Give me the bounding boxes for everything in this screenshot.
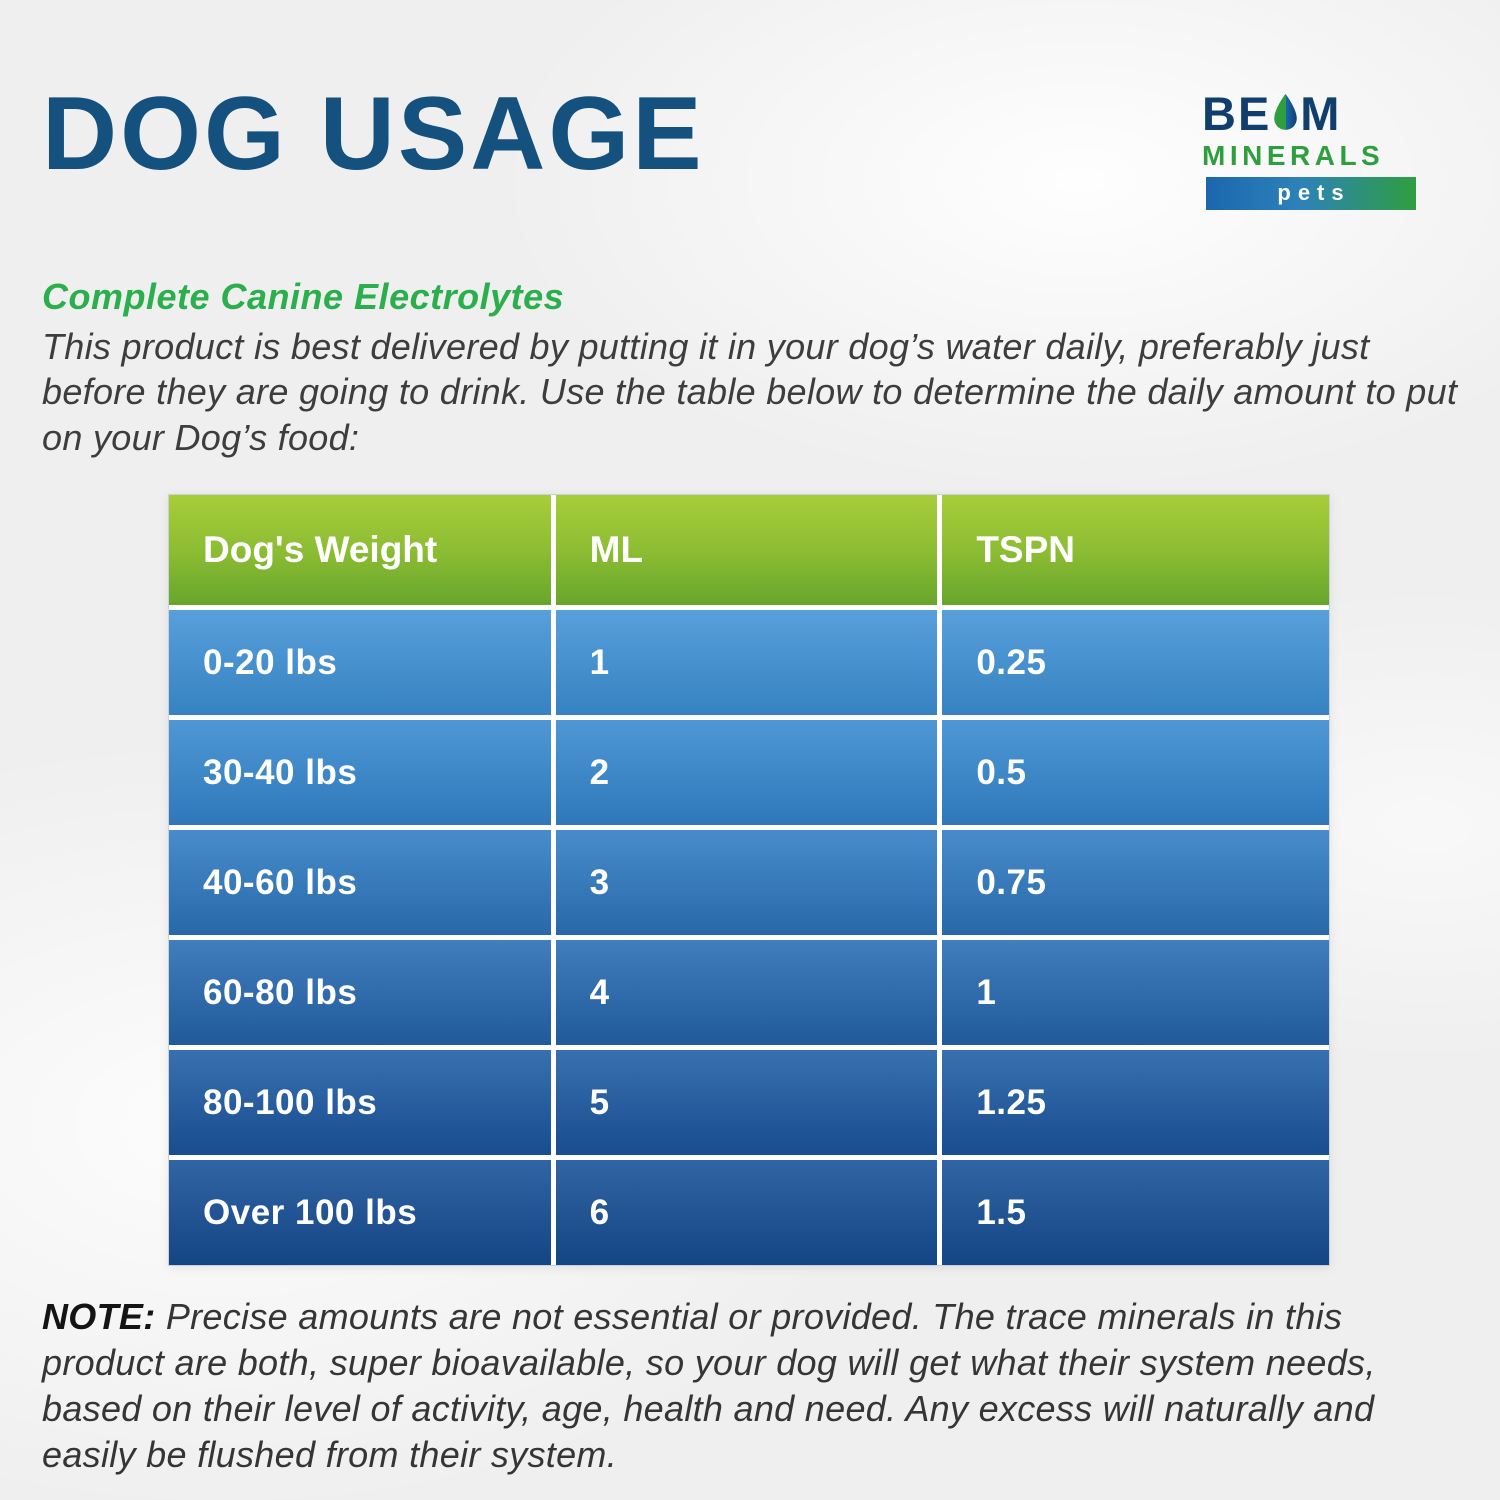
- brand-letters-post: M: [1300, 87, 1342, 140]
- note-text: Precise amounts are not essential or pro…: [42, 1296, 1376, 1476]
- table-cell-weight: Over 100 lbs: [169, 1160, 556, 1266]
- table-cell-tspn: 0.5: [976, 752, 1027, 792]
- table-cell-weight: 40-60 lbs: [169, 830, 556, 936]
- table-cell-weight: 30-40 lbs: [169, 720, 556, 826]
- table-cell-weight: 60-80 lbs: [169, 940, 556, 1046]
- table-cell-ml: 3: [556, 830, 943, 936]
- table-cell-tspn: 0.75: [976, 862, 1047, 902]
- table-cell-ml: 1: [556, 610, 943, 716]
- column-header-tspn: TSPN: [976, 529, 1076, 571]
- table-cell-ml: 6: [556, 1160, 943, 1266]
- dosage-table: Dog's Weight ML TSPN 0-20 lbs 1 0.25 30-…: [168, 494, 1330, 1267]
- table-header-row: Dog's Weight ML TSPN: [169, 495, 1329, 606]
- table-cell-tspn: 1.5: [976, 1192, 1027, 1232]
- brand-letters-pre: BE: [1202, 87, 1272, 140]
- brand-pets-badge: pets: [1206, 177, 1416, 210]
- brand-logo: BE M MINERALS pets: [1202, 90, 1440, 210]
- page-title: DOG USAGE: [42, 76, 705, 192]
- column-header-weight: Dog's Weight: [169, 495, 556, 606]
- note-label: NOTE:: [42, 1296, 156, 1338]
- water-drop-icon: [1274, 93, 1298, 130]
- table-cell-weight: 0-20 lbs: [169, 610, 556, 716]
- table-row: 40-60 lbs 3 0.75: [169, 825, 1329, 936]
- table-cell-ml: 5: [556, 1050, 943, 1156]
- intro-heading: Complete Canine Electrolytes: [42, 276, 565, 317]
- brand-minerals-label: MINERALS: [1202, 140, 1385, 171]
- table-row: 80-100 lbs 5 1.25: [169, 1045, 1329, 1156]
- table-row: 0-20 lbs 1 0.25: [169, 605, 1329, 716]
- table-cell-weight: 80-100 lbs: [169, 1050, 556, 1156]
- intro-paragraph: This product is best delivered by puttin…: [42, 326, 1458, 458]
- table-body: 0-20 lbs 1 0.25 30-40 lbs 2 0.5 40-60 lb…: [169, 605, 1329, 1266]
- table-row: 30-40 lbs 2 0.5: [169, 715, 1329, 826]
- table-cell-ml: 4: [556, 940, 943, 1046]
- note-paragraph: NOTE: Precise amounts are not essential …: [0, 1294, 1460, 1478]
- table-cell-ml: 2: [556, 720, 943, 826]
- table-row: 60-80 lbs 4 1: [169, 935, 1329, 1046]
- table-cell-tspn: 1: [976, 972, 997, 1012]
- intro-section: Complete Canine Electrolytes This produc…: [0, 276, 1500, 460]
- table-cell-tspn: 0.25: [976, 642, 1047, 682]
- table-cell-tspn: 1.25: [976, 1082, 1047, 1122]
- brand-wordmark: BE M: [1202, 90, 1440, 137]
- header: DOG USAGE BE M MINERA: [0, 0, 1500, 210]
- column-header-ml: ML: [556, 495, 943, 606]
- table-row: Over 100 lbs 6 1.5: [169, 1155, 1329, 1266]
